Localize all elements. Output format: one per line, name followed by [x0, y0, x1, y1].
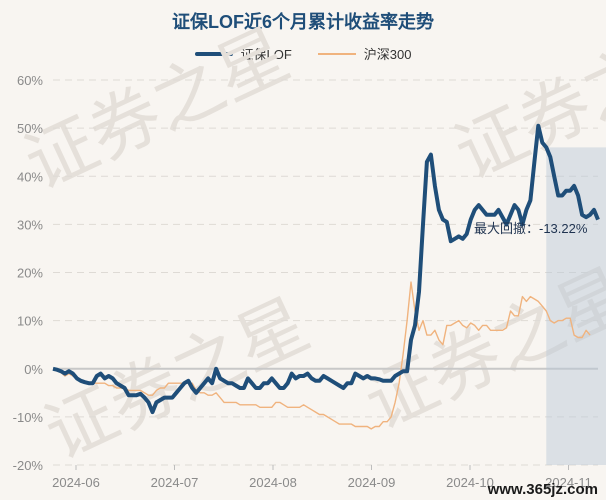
y-tick-label: 10% — [17, 314, 43, 329]
y-tick-label: 30% — [17, 217, 43, 232]
x-axis: 2024-06 2024-07 2024-08 2024-09 2024-10 2024-… — [52, 465, 592, 490]
y-tick-label: -10% — [13, 410, 44, 425]
x-tick-label: 2024-07 — [151, 475, 199, 490]
x-tick-label: 2024-09 — [348, 475, 396, 490]
x-tick-label: 2024-10 — [446, 475, 494, 490]
y-tick-label: 20% — [17, 266, 43, 281]
y-tick-label: 60% — [17, 73, 43, 88]
legend-item-ref[interactable]: 沪深300 — [317, 44, 412, 63]
site-label: www.365jz.com — [487, 481, 598, 498]
y-axis: 60% 50% 40% 30% 20% 10% 0% -10% -20% — [13, 73, 44, 473]
series-line-main[interactable] — [52, 123, 600, 415]
y-tick-label: 50% — [17, 121, 43, 136]
legend-swatch-ref — [317, 52, 356, 55]
legend-item-main[interactable]: 证保LOF — [194, 44, 292, 63]
legend-label-ref: 沪深300 — [363, 47, 412, 62]
y-tick-label: 0% — [24, 362, 43, 377]
annotation-layer: 最大回撤：-13.22% — [474, 221, 588, 236]
series-layer — [52, 123, 600, 430]
x-tick-label: 2024-11 — [545, 475, 592, 490]
drawdown-shade — [546, 147, 606, 465]
series-line-ref[interactable] — [52, 281, 591, 430]
chart-title: 证保LOF近6个月累计收益率走势 — [171, 12, 434, 32]
x-tick-label: 2024-06 — [52, 475, 100, 490]
legend-swatch-main — [194, 51, 233, 56]
y-tick-label: 40% — [17, 169, 43, 184]
x-tick-label: 2024-08 — [249, 475, 297, 490]
drawdown-shade-layer — [546, 147, 606, 465]
legend: 证保LOF 沪深300 — [0, 44, 606, 63]
grid-layer — [53, 79, 598, 466]
legend-label-main: 证保LOF — [240, 47, 292, 62]
drawdown-label: 最大回撤：-13.22% — [474, 221, 588, 236]
y-tick-label: -20% — [13, 458, 44, 473]
